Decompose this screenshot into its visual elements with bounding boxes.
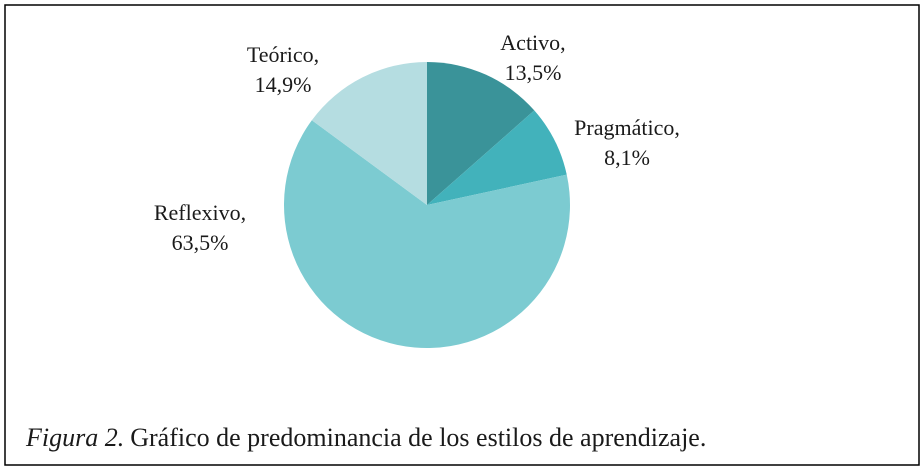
slice-value-label: 63,5% xyxy=(172,230,229,255)
pie-slice xyxy=(283,120,570,349)
slice-value-label: 8,1% xyxy=(604,145,650,170)
slice-value-label: 13,5% xyxy=(505,60,562,85)
caption-label: Figura 2. xyxy=(25,423,124,452)
pie-slice xyxy=(427,110,567,205)
caption: Figura 2. Gráfico de predominancia de los… xyxy=(25,423,706,452)
caption-text: Gráfico de predominancia de los estilos … xyxy=(130,423,706,452)
slice-label: Teórico, xyxy=(247,42,319,67)
slice-label: Reflexivo, xyxy=(154,200,246,225)
slice-label: Pragmático, xyxy=(574,115,680,140)
pie-slice xyxy=(311,62,427,205)
pie-slice xyxy=(427,62,535,205)
slice-label: Activo, xyxy=(500,30,565,55)
slice-value-label: 14,9% xyxy=(255,72,312,97)
